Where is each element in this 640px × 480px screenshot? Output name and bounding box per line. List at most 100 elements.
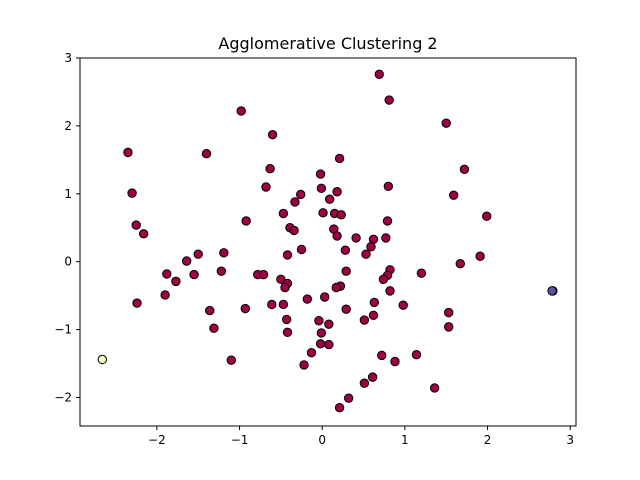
data-point-cluster-0-26 bbox=[382, 216, 393, 226]
data-point-cluster-0-11 bbox=[261, 182, 271, 192]
data-point-cluster-0-45 bbox=[455, 259, 465, 269]
data-point-cluster-0-3 bbox=[441, 118, 451, 128]
data-point-cluster-0-2 bbox=[236, 106, 246, 116]
data-point-cluster-0-4 bbox=[267, 130, 278, 140]
data-point-cluster-0-75 bbox=[443, 307, 454, 318]
data-point-cluster-0-95 bbox=[429, 383, 440, 393]
data-point-cluster-0-61 bbox=[331, 282, 341, 293]
data-point-cluster-0-39 bbox=[361, 249, 371, 259]
data-point-cluster-0-88 bbox=[411, 350, 422, 360]
y-tick-label: 3 bbox=[64, 51, 72, 65]
data-point-cluster-0-76 bbox=[368, 310, 379, 321]
y-tick-label: 2 bbox=[64, 119, 72, 133]
x-tick-label: 3 bbox=[566, 433, 574, 447]
data-point-cluster-0-1 bbox=[384, 95, 394, 105]
data-point-cluster-0-80 bbox=[324, 319, 334, 329]
data-point-cluster-0-50 bbox=[189, 269, 199, 280]
data-point-cluster-0-69 bbox=[278, 299, 289, 310]
data-point-cluster-0-7 bbox=[334, 153, 345, 164]
ticks-layer: −2 −1 0 1 2 3 −2 −1 0 1 2 3 bbox=[54, 51, 574, 447]
data-point-cluster-0-31 bbox=[138, 229, 149, 239]
data-point-cluster-0-92 bbox=[299, 360, 309, 370]
data-point-cluster-0-12 bbox=[316, 183, 327, 194]
data-point-cluster-0-49 bbox=[162, 269, 172, 279]
data-point-cluster-0-10 bbox=[315, 169, 326, 179]
data-point-cluster-0-42 bbox=[282, 250, 293, 260]
data-point-cluster-0-23 bbox=[336, 210, 346, 220]
data-point-cluster-0-70 bbox=[369, 297, 379, 308]
data-point-cluster-0-19 bbox=[290, 197, 300, 207]
data-point-cluster-0-14 bbox=[127, 188, 137, 198]
data-point-cluster-0-0 bbox=[374, 69, 384, 79]
data-point-cluster-0-79 bbox=[314, 316, 324, 326]
data-point-cluster-0-78 bbox=[281, 314, 292, 325]
data-point-cluster-0-41 bbox=[219, 248, 229, 258]
data-point-cluster-0-8 bbox=[265, 163, 275, 174]
data-point-cluster-0-72 bbox=[240, 303, 251, 314]
data-point-cluster-0-94 bbox=[359, 378, 370, 388]
data-point-cluster-0-65 bbox=[319, 292, 330, 302]
y-tick-label: −1 bbox=[54, 323, 72, 337]
data-point-cluster-0-81 bbox=[443, 322, 454, 332]
data-point-cluster-0-63 bbox=[385, 286, 395, 296]
data-point-cluster-0-74 bbox=[205, 305, 215, 316]
data-point-cluster-0-37 bbox=[366, 242, 376, 252]
data-point-cluster-0-32 bbox=[332, 231, 342, 241]
data-point-cluster-0-77 bbox=[359, 315, 370, 325]
data-point-cluster-0-18 bbox=[324, 194, 335, 204]
data-point-cluster-0-56 bbox=[378, 274, 389, 285]
data-point-cluster-0-54 bbox=[416, 268, 427, 278]
data-point-cluster-0-20 bbox=[278, 208, 289, 219]
data-point-cluster-0-43 bbox=[475, 251, 485, 261]
x-tick-label: 1 bbox=[401, 433, 409, 447]
data-point-cluster-0-59 bbox=[280, 282, 290, 293]
data-point-cluster-0-15 bbox=[332, 187, 342, 197]
data-point-cluster-0-16 bbox=[296, 189, 306, 200]
data-point-cluster-0-29 bbox=[289, 225, 299, 236]
x-tick-label: −1 bbox=[231, 433, 249, 447]
data-point-cluster-0-93 bbox=[367, 372, 378, 382]
chart-title: Agglomerative Clustering 2 bbox=[218, 34, 437, 53]
data-point-cluster-0-82 bbox=[209, 323, 219, 333]
data-point-cluster-0-97 bbox=[334, 402, 345, 413]
data-point-cluster-0-27 bbox=[131, 220, 141, 230]
plot-frame bbox=[79, 57, 577, 427]
data-point-cluster-0-84 bbox=[316, 328, 327, 338]
data-point-cluster-0-44 bbox=[181, 256, 192, 266]
data-point-cluster-0-68 bbox=[267, 299, 277, 310]
data-point-cluster-0-67 bbox=[132, 298, 142, 308]
x-tick-label: 2 bbox=[484, 433, 492, 447]
data-point-cluster-0-89 bbox=[377, 350, 387, 361]
data-point-cluster-1-0 bbox=[97, 354, 108, 365]
data-point-cluster-0-33 bbox=[351, 233, 361, 243]
data-point-cluster-0-21 bbox=[318, 208, 328, 218]
x-tick-label: 0 bbox=[318, 433, 326, 447]
data-point-cluster-0-73 bbox=[341, 304, 351, 314]
points-layer bbox=[97, 69, 558, 413]
data-point-cluster-0-87 bbox=[306, 347, 317, 358]
data-point-cluster-0-36 bbox=[296, 244, 307, 255]
y-tick-label: 0 bbox=[64, 255, 72, 269]
data-point-cluster-0-96 bbox=[343, 393, 354, 403]
data-point-cluster-0-64 bbox=[160, 290, 170, 300]
data-point-cluster-0-5 bbox=[123, 147, 133, 158]
data-point-cluster-0-6 bbox=[201, 149, 212, 159]
data-point-cluster-0-35 bbox=[381, 233, 391, 243]
data-point-cluster-0-55 bbox=[276, 274, 286, 285]
y-tick-label: 1 bbox=[64, 187, 72, 201]
data-point-cluster-0-83 bbox=[282, 327, 293, 338]
data-point-cluster-0-52 bbox=[258, 269, 269, 280]
data-point-cluster-0-47 bbox=[341, 266, 351, 276]
data-point-cluster-0-86 bbox=[324, 339, 334, 350]
x-tick-label: −2 bbox=[148, 433, 166, 447]
data-point-cluster-0-38 bbox=[340, 245, 351, 255]
data-point-cluster-0-9 bbox=[459, 164, 470, 175]
data-point-cluster-2-0 bbox=[547, 286, 557, 296]
data-point-cluster-0-24 bbox=[482, 211, 492, 221]
data-point-cluster-0-91 bbox=[390, 356, 400, 367]
data-point-cluster-0-66 bbox=[302, 294, 313, 304]
data-point-cluster-0-13 bbox=[383, 181, 394, 192]
data-point-cluster-0-46 bbox=[216, 266, 227, 276]
data-point-cluster-0-57 bbox=[171, 276, 181, 287]
